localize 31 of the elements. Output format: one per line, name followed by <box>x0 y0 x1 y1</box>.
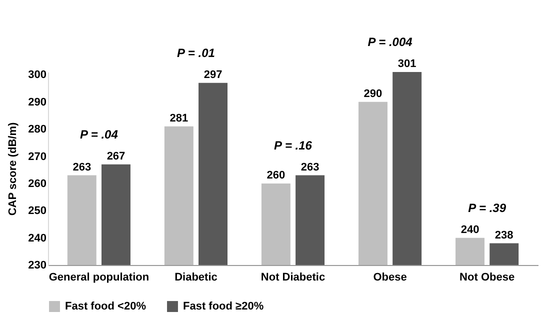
data-label: 297 <box>204 68 222 81</box>
text: P = .004 <box>368 35 413 49</box>
y-tick-label: 250 <box>28 205 46 218</box>
data-label: 263 <box>72 161 92 174</box>
y-tick-label: 230 <box>28 260 46 272</box>
data-label: 240 <box>460 224 480 236</box>
data-label: 267 <box>106 150 126 162</box>
x-tick-label: Obese <box>373 272 407 284</box>
y-axis-title: CAP score (dB/m) <box>7 122 20 216</box>
data-label: 263 <box>300 161 320 174</box>
y-tick-label: 280 <box>28 124 46 136</box>
x-tick-label: Not Obese <box>460 272 515 284</box>
x-tick-label: General population <box>48 272 150 284</box>
data-label: 260 <box>266 169 286 182</box>
data-label: 301 <box>398 58 416 70</box>
annotation: P = .04 <box>80 127 118 142</box>
legend-label: Fast food <20% <box>65 300 146 313</box>
data-label: 238 <box>494 229 514 242</box>
text: P = .01 <box>177 46 216 60</box>
legend-label: Fast food ≥20% <box>183 300 264 313</box>
y-tick-label: 290 <box>28 96 46 108</box>
annotation: P = .16 <box>274 138 312 152</box>
y-tick-label: 260 <box>28 178 46 190</box>
y-tick-label: 270 <box>28 150 46 163</box>
y-tick-label: 240 <box>28 232 46 244</box>
data-label: 290 <box>364 88 382 100</box>
data-label: 281 <box>170 112 188 124</box>
x-tick-label: Diabetic <box>174 272 218 284</box>
annotation: P = .39 <box>468 200 506 215</box>
y-tick-label: 300 <box>28 69 46 82</box>
x-tick-label: Not Diabetic <box>260 272 326 284</box>
